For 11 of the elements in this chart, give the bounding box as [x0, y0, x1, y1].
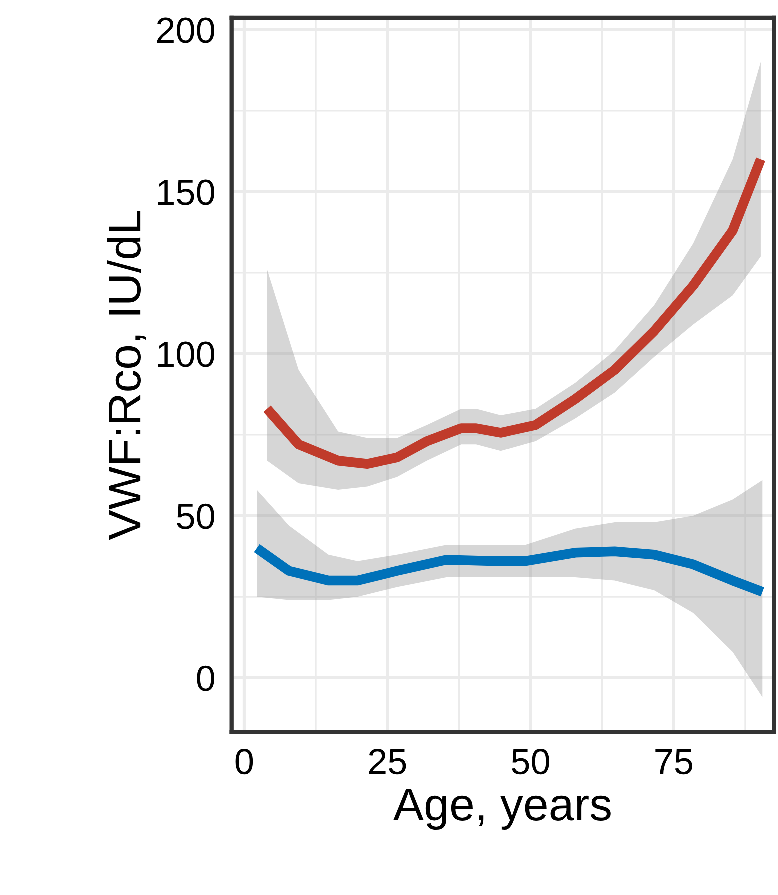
- y-tick-label: 100: [158, 342, 214, 368]
- x-tick-label: 25: [369, 749, 406, 775]
- y-tick-label: 0: [197, 666, 214, 692]
- x-tick-label: 75: [656, 749, 692, 775]
- y-tick-label: 50: [177, 504, 214, 530]
- x-tick-label: 0: [236, 749, 254, 775]
- y-tick-label: 200: [157, 18, 214, 44]
- x-axis-title: Age, years: [394, 788, 611, 830]
- y-axis-title: VWF:Rco, IU/dL: [107, 210, 146, 540]
- y-tick-label: 150: [158, 180, 214, 206]
- x-tick-label: 50: [512, 749, 550, 775]
